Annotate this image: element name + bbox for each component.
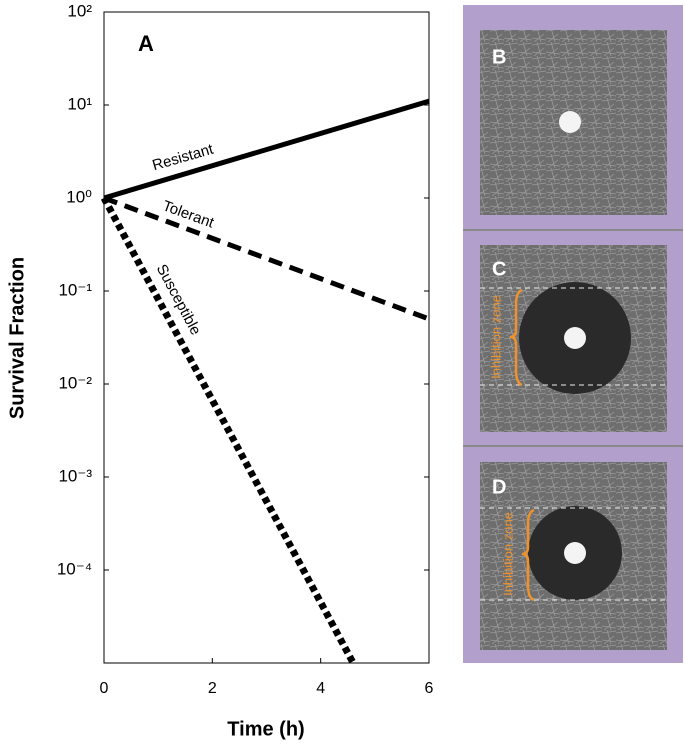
x-tick-label: 4	[316, 680, 325, 697]
photo-d: Inhibition zone D	[480, 462, 667, 650]
series-label: Tolerant	[160, 197, 217, 232]
annotation: Inhibition zone	[500, 512, 515, 596]
series-line	[103, 98, 430, 201]
y-tick-label: 10⁰	[66, 187, 92, 206]
series-line	[103, 195, 430, 322]
y-tick-label: 10⁻²	[58, 373, 92, 392]
x-tick-label: 2	[208, 680, 217, 697]
y-tick-label: 10⁻⁴	[57, 559, 92, 578]
plot-frame	[103, 11, 430, 664]
panel-label: B	[492, 46, 506, 68]
y-tick-label: 10⁻³	[58, 466, 92, 485]
series-label: Susceptible	[153, 262, 204, 338]
series-line	[100, 196, 357, 665]
photo-b: B	[480, 30, 667, 215]
x-axis-label: Time (h)	[227, 718, 304, 740]
panel-label: D	[492, 476, 506, 498]
y-tick-label: 10¹	[67, 94, 92, 113]
annotation: Inhibition zone	[488, 295, 503, 379]
panel-label: C	[492, 258, 506, 280]
photo-c: Inhibition zone C	[480, 245, 667, 432]
y-tick-label: 10⁻¹	[58, 280, 92, 299]
x-tick-label: 0	[100, 680, 109, 697]
x-tick-label: 6	[425, 680, 434, 697]
panel-label: A	[138, 31, 154, 56]
y-axis-label: Survival Fraction	[6, 257, 28, 419]
y-tick-label: 10²	[67, 1, 92, 20]
